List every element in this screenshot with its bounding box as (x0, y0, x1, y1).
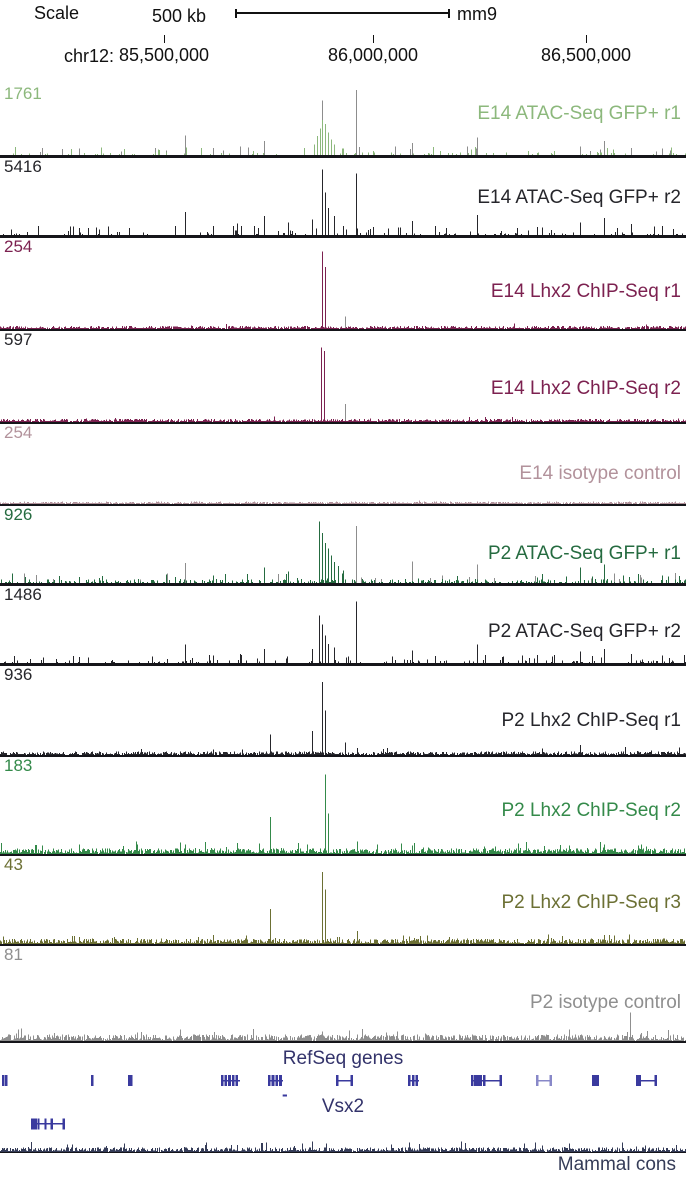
track-signal (0, 1012, 686, 1043)
coordinate-tickmark (373, 35, 374, 43)
track-p2-lhx2-chip-seq-r3: 43 P2 Lhx2 ChIP-Seq r3 (0, 855, 686, 946)
track-signal (0, 601, 686, 666)
track-e14-atac-seq-gfp-r2: 5416 E14 ATAC-Seq GFP+ r2 (0, 157, 686, 238)
track-e14-lhx2-chip-seq-r2: 597 E14 Lhx2 ChIP-Seq r2 (0, 330, 686, 424)
tracks: 1761 E14 ATAC-Seq GFP+ r1 5416 E14 ATAC-Seq… (0, 84, 686, 1043)
track-max-value: 1486 (4, 585, 42, 604)
track-signal (0, 871, 686, 946)
coordinate-label: 86,000,000 (327, 45, 419, 65)
track-e14-isotype-control: 254 E14 isotype control (0, 423, 686, 506)
track-label: P2 Lhx2 ChIP-Seq r3 (501, 892, 681, 913)
track-label: P2 Lhx2 ChIP-Seq r2 (501, 800, 681, 821)
coordinate-tickmark (164, 35, 165, 43)
refseq-genes-row (2, 1075, 657, 1086)
refseq-title: RefSeq genes (282, 1048, 404, 1069)
track-signal (0, 682, 686, 757)
mammal-cons-label: Mammal cons (557, 1154, 676, 1175)
track-p2-lhx2-chip-seq-r2: 183 P2 Lhx2 ChIP-Seq r2 (0, 756, 686, 856)
track-label: P2 ATAC-Seq GFP+ r1 (487, 543, 681, 564)
track-p2-lhx2-chip-seq-r1: 936 P2 Lhx2 ChIP-Seq r1 (0, 665, 686, 757)
track-label: E14 Lhx2 ChIP-Seq r1 (490, 281, 681, 302)
track-signal (0, 347, 686, 424)
scale-value: 500 kb (152, 6, 207, 26)
track-max-value: 254 (4, 423, 33, 442)
track-max-value: 597 (4, 330, 33, 349)
mammal-cons-track (0, 1141, 686, 1153)
ruler-header: Scale 500 kb mm9 chr12: 85,500,000 86,000… (0, 0, 686, 85)
track-max-value: 183 (4, 756, 33, 775)
track-p2-atac-seq-gfp-r1: 926 P2 ATAC-Seq GFP+ r1 (0, 505, 686, 586)
scale-label: Scale (34, 3, 80, 23)
chromosome-label: chr12: (64, 46, 115, 66)
track-p2-isotype-control: 81 P2 isotype control (0, 945, 686, 1043)
gene-name-vsx2: Vsx2 (321, 1096, 365, 1117)
coordinate-label: 85,500,000 (118, 45, 210, 65)
track-max-value: 81 (4, 945, 23, 964)
track-max-value: 43 (4, 855, 23, 874)
scale-bar (235, 9, 450, 18)
track-label: P2 Lhx2 ChIP-Seq r1 (501, 710, 681, 731)
track-signal (0, 169, 686, 238)
track-signal (0, 251, 686, 331)
track-max-value: 5416 (4, 157, 42, 176)
track-max-value: 254 (4, 237, 33, 256)
strand-dash: - (282, 1085, 288, 1104)
track-label: P2 isotype control (529, 992, 681, 1013)
assembly-label: mm9 (457, 4, 497, 24)
coordinate-label: 86,500,000 (540, 45, 632, 65)
track-label: P2 ATAC-Seq GFP+ r2 (487, 621, 681, 642)
track-e14-lhx2-chip-seq-r1: 254 E14 Lhx2 ChIP-Seq r1 (0, 237, 686, 331)
coordinate-tickmark (586, 35, 587, 43)
track-max-value: 936 (4, 665, 33, 684)
refseq-section: RefSeq genes - Vsx2 Mammal cons (0, 1043, 686, 1177)
track-e14-atac-seq-gfp-r1: 1761 E14 ATAC-Seq GFP+ r1 (0, 84, 686, 158)
track-label: E14 isotype control (519, 463, 681, 484)
track-label: E14 ATAC-Seq GFP+ r1 (477, 103, 681, 124)
track-label: E14 Lhx2 ChIP-Seq r2 (490, 378, 681, 399)
track-max-value: 1761 (4, 84, 42, 103)
track-signal (0, 521, 686, 586)
track-max-value: 926 (4, 505, 33, 524)
track-label: E14 ATAC-Seq GFP+ r2 (477, 187, 681, 208)
track-p2-atac-seq-gfp-r2: 1486 P2 ATAC-Seq GFP+ r2 (0, 585, 686, 666)
track-signal (0, 774, 686, 856)
vsx2-gene-model (31, 1118, 65, 1130)
track-signal (0, 500, 686, 506)
